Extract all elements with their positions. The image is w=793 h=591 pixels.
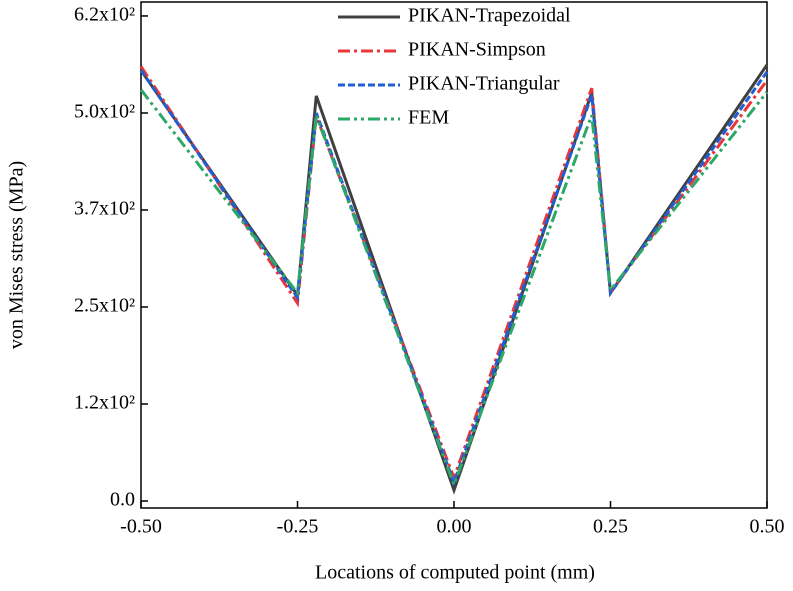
y-tick-label: 6.2x10² — [74, 4, 135, 26]
x-axis-label: Locations of computed point (mm) — [315, 562, 595, 584]
legend-label: PIKAN-Simpson — [408, 39, 546, 61]
series-line — [139, 65, 769, 483]
y-tick-label: 3.7x10² — [74, 198, 135, 220]
series-line — [139, 69, 769, 487]
y-tick-label: 5.0x10² — [74, 101, 135, 123]
legend-label: PIKAN-Trapezoidal — [408, 5, 571, 27]
legend-label: FEM — [408, 107, 449, 129]
x-tick-label: 0.00 — [437, 516, 472, 538]
series-line — [139, 64, 769, 495]
y-tick-label: 0.0 — [110, 489, 135, 511]
y-axis-label: von Mises stress (MPa) — [6, 161, 28, 349]
x-tick-label: -0.25 — [277, 516, 319, 538]
legend-label: PIKAN-Triangular — [408, 73, 560, 95]
series-line — [139, 88, 769, 490]
x-tick-label: 0.25 — [593, 516, 628, 538]
x-tick-label: 0.50 — [750, 516, 785, 538]
x-tick-label: -0.50 — [120, 516, 162, 538]
y-tick-label: 2.5x10² — [74, 295, 135, 317]
y-tick-label: 1.2x10² — [74, 392, 135, 414]
